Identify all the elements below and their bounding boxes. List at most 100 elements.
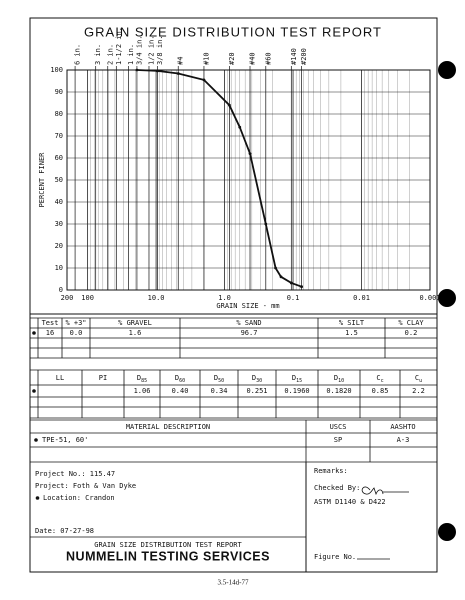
header-sub: 60	[179, 378, 185, 384]
x-tick-label: 0.01	[353, 294, 370, 302]
cell: 1.6	[129, 329, 142, 337]
header-main: PI	[99, 374, 107, 382]
column-header: % SAND	[236, 319, 261, 327]
cell: 0.1820	[326, 387, 351, 395]
data-point	[176, 72, 180, 75]
column-header: D85	[137, 374, 147, 384]
cell: 96.7	[241, 329, 258, 337]
sieve-label: 1 in.	[127, 44, 135, 65]
y-tick-label: 0	[59, 286, 63, 294]
y-tick-label: 100	[50, 66, 63, 74]
binder-hole	[438, 523, 456, 541]
data-point	[248, 152, 252, 156]
x-tick-label: 100	[81, 294, 94, 302]
data-point	[289, 281, 293, 285]
project-date: Date: 07-27-98	[35, 527, 94, 535]
x-axis-label: GRAIN SIZE - mm	[216, 302, 279, 310]
figure-no: Figure No.	[314, 553, 356, 561]
sieve-label: #140	[290, 48, 298, 65]
sieve-label: 1/2 in.	[147, 35, 155, 65]
header-main: C	[415, 374, 419, 382]
cell: TPE-51, 60'	[42, 436, 88, 444]
gradation-curve	[136, 69, 302, 288]
page-code: 3.5-14d-77	[218, 579, 249, 587]
column-header: Cc	[376, 374, 383, 384]
header-main: C	[376, 374, 380, 382]
cell: 0.85	[372, 387, 389, 395]
binder-hole	[438, 61, 456, 79]
column-header: Cu	[415, 374, 422, 384]
signature	[361, 486, 409, 496]
column-header: USCS	[330, 423, 347, 431]
column-header: D60	[175, 374, 185, 384]
column-header: D50	[214, 374, 224, 384]
cell: 2.2	[412, 387, 425, 395]
x-tick-label: 0.001	[419, 294, 440, 302]
header-main: D	[137, 374, 141, 382]
header-main: D	[252, 374, 256, 382]
y-tick-label: 20	[55, 242, 63, 250]
column-header: % +3"	[65, 319, 86, 327]
outer-border	[29, 17, 438, 573]
header-sub: 50	[218, 378, 224, 384]
sieve-label: #40	[249, 52, 257, 65]
header-sub: 85	[141, 378, 147, 384]
data-point	[202, 78, 206, 82]
header-sub: 30	[256, 378, 262, 384]
column-header: % GRAVEL	[118, 319, 152, 327]
y-tick-label: 80	[55, 110, 63, 118]
header-main: D	[334, 374, 338, 382]
company-name: NUMMELIN TESTING SERVICES	[66, 549, 270, 563]
column-header: MATERIAL DESCRIPTION	[126, 423, 210, 431]
data-point	[228, 103, 231, 107]
cell: 0.251	[246, 387, 267, 395]
y-tick-label: 10	[55, 264, 63, 272]
cell: 1.5	[345, 329, 358, 337]
project-location: Location: Crandon	[43, 494, 115, 502]
cell: A-3	[397, 436, 410, 444]
sieve-label: 3/8 in.	[156, 35, 164, 65]
sieve-label: 1-1/2 in.	[115, 27, 123, 65]
cell: SP	[334, 436, 342, 444]
project-name: Project: Foth & Van Dyke	[35, 482, 136, 490]
y-tick-label: 50	[55, 176, 63, 184]
x-tick-label: 200	[61, 294, 74, 302]
header-sub: 10	[338, 378, 344, 384]
column-header: Test	[42, 319, 59, 327]
x-tick-label: 10.0	[148, 294, 165, 302]
sieve-label: #60	[264, 52, 272, 65]
cell: 0.0	[70, 329, 83, 337]
report-title: GRAIN SIZE DISTRIBUTION TEST REPORT	[84, 24, 382, 39]
bullet	[35, 496, 40, 500]
header-sub: c	[381, 378, 384, 384]
cell: 0.2	[405, 329, 418, 337]
y-tick-label: 40	[55, 198, 63, 206]
y-tick-label: 90	[55, 88, 63, 96]
header-main: D	[214, 374, 218, 382]
cell: 16	[46, 329, 54, 337]
cell: 0.34	[211, 387, 228, 395]
row-bullet	[32, 389, 36, 393]
y-tick-label: 60	[55, 154, 63, 162]
header-main: LL	[56, 374, 64, 382]
header-sub: u	[419, 378, 422, 384]
cell: 0.40	[172, 387, 189, 395]
sieve-label: #4	[177, 57, 185, 65]
footer-report-title: GRAIN SIZE DISTRIBUTION TEST REPORT	[94, 541, 242, 549]
row-bullet	[32, 331, 36, 335]
column-header: D10	[334, 374, 344, 384]
data-point	[135, 68, 139, 72]
column-header: AASHTO	[390, 423, 415, 431]
sieve-label: #20	[228, 52, 236, 65]
cell: 1.06	[134, 387, 151, 395]
cell: 0.1960	[284, 387, 309, 395]
header-main: D	[292, 374, 296, 382]
header-sub: 15	[296, 378, 302, 384]
row-bullet	[34, 438, 38, 442]
binder-hole	[438, 289, 456, 307]
header-main: D	[175, 374, 179, 382]
plot-frame	[66, 69, 431, 291]
data-point	[274, 266, 277, 270]
sieve-label: 6 in.	[74, 44, 82, 65]
